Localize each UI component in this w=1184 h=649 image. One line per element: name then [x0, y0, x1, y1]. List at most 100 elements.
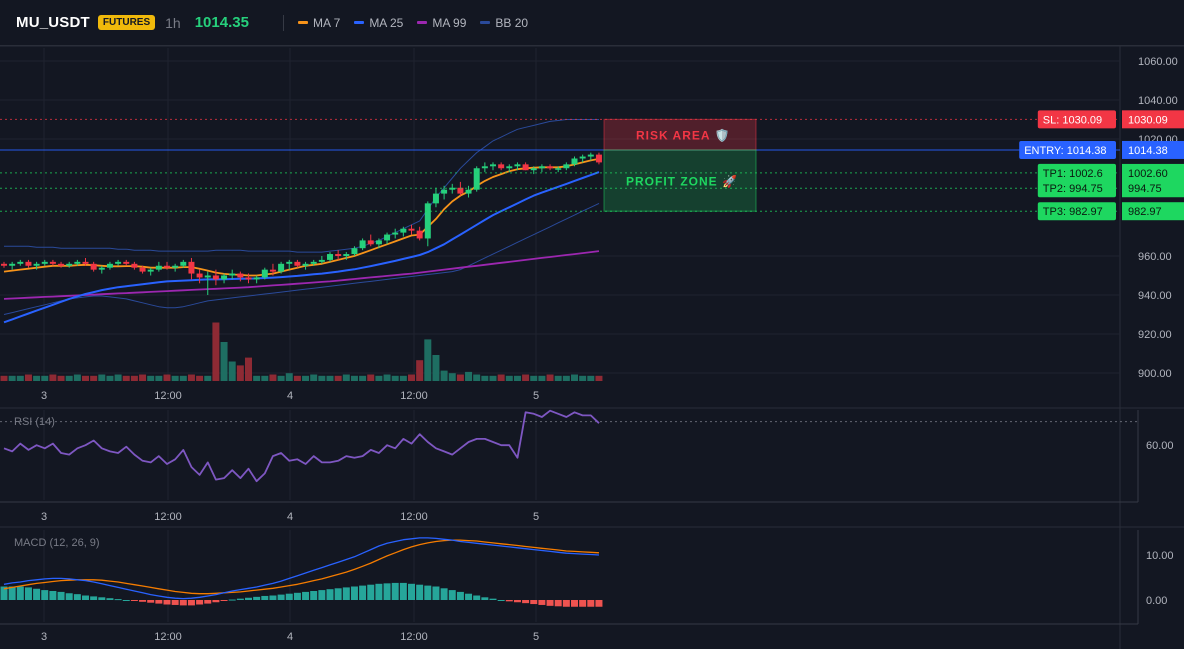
candle-body: [522, 164, 529, 171]
candle-body: [172, 265, 179, 268]
macd-signal-line: [3, 539, 600, 595]
candle-body: [359, 240, 366, 249]
price-axis-label: 940.00: [1138, 290, 1172, 302]
macd-histogram-bar: [383, 583, 391, 600]
macd-histogram-bar: [147, 600, 155, 603]
price-axis-label: 960.00: [1138, 251, 1172, 263]
candle-body: [563, 164, 570, 169]
volume-bar: [253, 375, 261, 381]
macd-histogram-bar: [473, 595, 481, 600]
legend-ma25-label: MA 25: [369, 15, 404, 30]
bb20-swatch: [480, 21, 491, 24]
macd-histogram-bar: [187, 600, 195, 606]
legend-bb20[interactable]: BB 20: [480, 16, 528, 30]
volume-bar: [228, 361, 236, 381]
volume-bar: [220, 342, 228, 381]
macd-histogram-bar: [65, 593, 73, 600]
rsi-x-axis-label: 12:00: [400, 511, 428, 523]
macd-histogram-bar: [49, 591, 57, 600]
candle-body: [343, 254, 350, 256]
macd-title: MACD (12, 26, 9): [14, 537, 100, 549]
legend-ma99-label: MA 99: [432, 15, 467, 30]
macd-histogram-bar: [236, 598, 244, 600]
macd-line: [3, 537, 600, 600]
price-axis-label: 1060.00: [1138, 56, 1178, 68]
volume-bar: [106, 375, 114, 381]
volume-bar: [33, 375, 41, 381]
volume-bar: [155, 375, 163, 381]
candle-body: [310, 261, 317, 264]
volume-bar: [350, 375, 358, 381]
macd-x-axis-label: 3: [41, 631, 47, 643]
symbol-name[interactable]: MU_USDT: [16, 14, 90, 31]
macd-histogram-bar: [90, 596, 98, 600]
candle-body: [139, 267, 146, 272]
macd-histogram-bar: [350, 586, 358, 600]
macd-histogram-bar: [16, 586, 24, 600]
legend-ma25[interactable]: MA 25: [354, 16, 403, 30]
candle-body: [188, 261, 195, 274]
rsi-x-axis-label: 4: [287, 511, 293, 523]
last-price: 1014.35: [194, 14, 249, 31]
legend-ma7-label: MA 7: [312, 15, 341, 30]
volume-bar: [359, 375, 367, 381]
macd-histogram-bar: [212, 600, 220, 603]
macd-histogram-bar: [587, 600, 595, 607]
entry-tag: ENTRY: 1014.38: [1024, 145, 1106, 157]
volume-bar: [65, 375, 73, 381]
candle-body: [473, 168, 480, 190]
volume-bar: [473, 374, 481, 381]
candle-body: [9, 263, 16, 266]
risk-area-zone: [603, 118, 757, 151]
candle-body: [530, 168, 537, 171]
candle-body: [278, 263, 285, 272]
bb-upper-line: [4, 119, 599, 253]
macd-histogram-bar: [399, 582, 407, 600]
ma25-swatch: [354, 21, 365, 24]
macd-histogram-bar: [106, 598, 114, 600]
volume-bar: [342, 374, 350, 381]
candle-body: [212, 275, 219, 280]
candle-body: [261, 269, 268, 278]
candle-body: [579, 156, 586, 159]
macd-histogram-bar: [359, 585, 367, 600]
legend-ma99[interactable]: MA 99: [417, 16, 466, 30]
macd-histogram-bar: [302, 591, 310, 600]
candle-body: [432, 193, 439, 204]
tp1-tag-bg: [1037, 163, 1116, 182]
risk-area-label: RISK AREA 🛡️: [636, 129, 730, 143]
macd-histogram-bar: [171, 600, 179, 605]
legend-ma7[interactable]: MA 7: [297, 15, 341, 30]
ma7-swatch: [297, 21, 308, 24]
candle-body: [481, 166, 488, 169]
candle-body: [66, 263, 73, 266]
volume-bar: [579, 375, 587, 381]
volume-bar: [334, 375, 342, 381]
macd-histogram-bar: [456, 591, 464, 600]
price-x-axis-label: 3: [41, 390, 47, 402]
macd-histogram-bar: [24, 587, 32, 600]
candle-body: [457, 187, 464, 194]
rsi-axis-label: 60.00: [1146, 440, 1174, 452]
macd-histogram-bar: [41, 590, 49, 600]
macd-histogram-bar: [220, 600, 228, 601]
ma99-line: [3, 250, 600, 300]
rsi-x-axis-label: 12:00: [154, 511, 182, 523]
candle-body: [351, 248, 358, 255]
volume-bar: [562, 375, 570, 381]
volume-bar: [171, 375, 179, 381]
candle-body: [33, 263, 40, 266]
timeframe-selector[interactable]: 1h: [165, 14, 181, 31]
volume-bar: [8, 375, 16, 381]
macd-histogram-bar: [465, 593, 473, 600]
macd-histogram-bar: [73, 594, 81, 600]
volume-bar: [424, 339, 432, 381]
candle-body: [302, 263, 309, 266]
volume-bar: [375, 375, 383, 381]
macd-histogram-bar: [277, 594, 285, 600]
candle-body: [147, 269, 154, 272]
rsi-x-axis-label: 5: [533, 511, 539, 523]
macd-histogram-bar: [57, 591, 65, 600]
